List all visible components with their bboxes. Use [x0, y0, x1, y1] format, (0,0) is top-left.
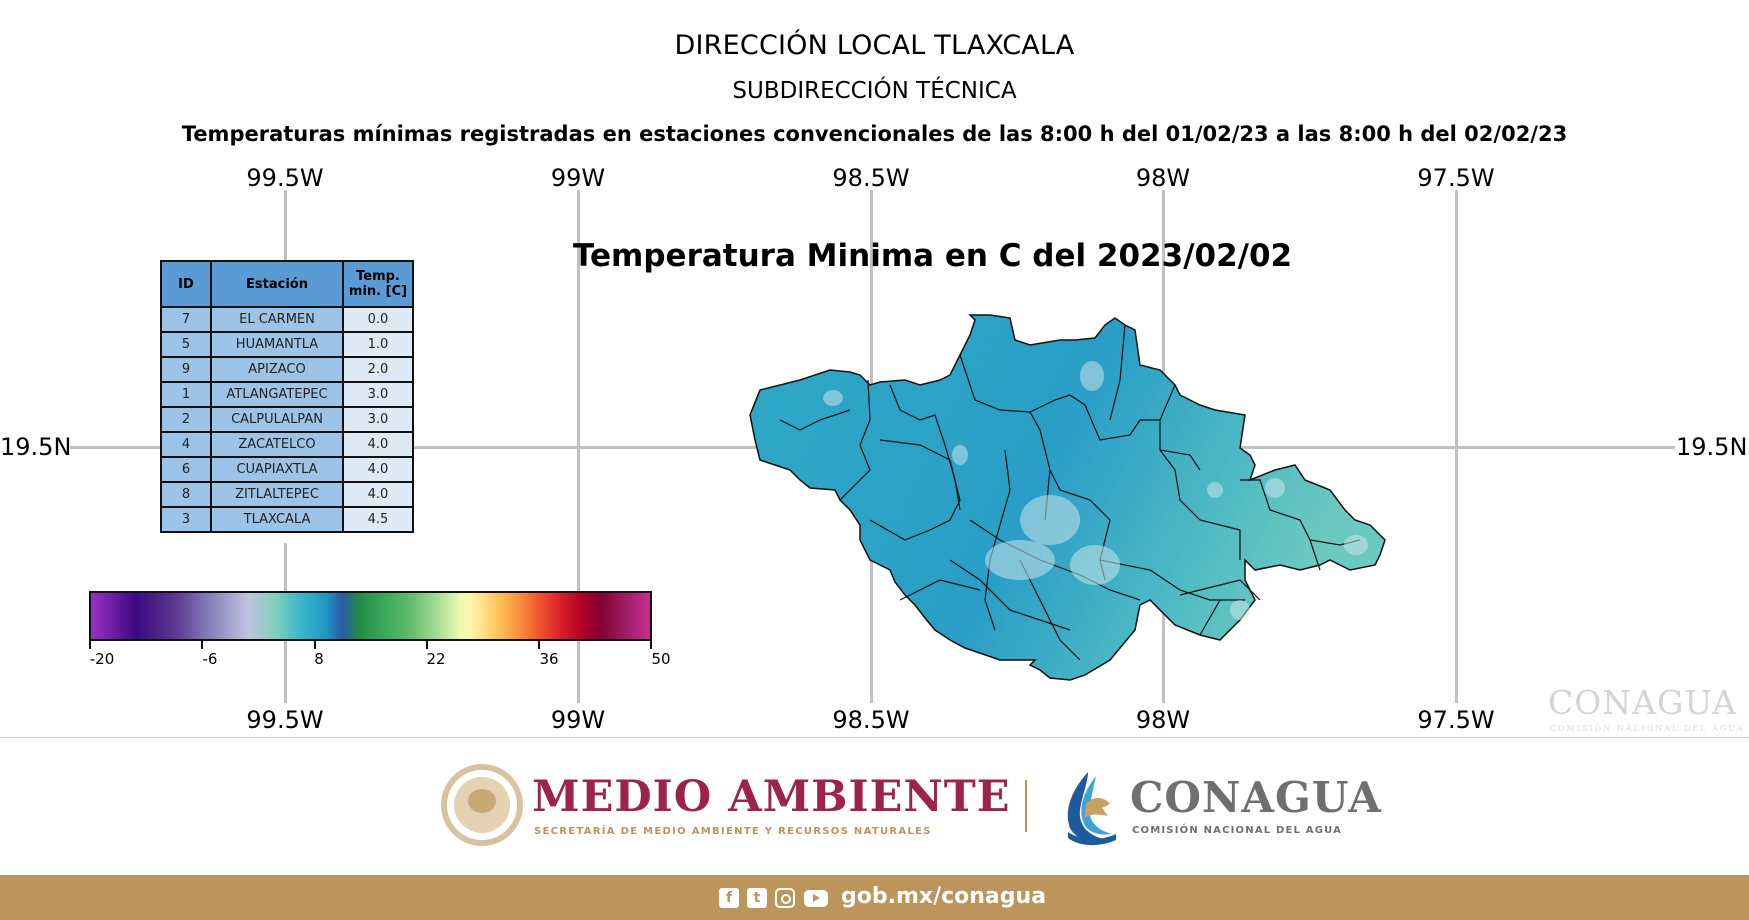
page-subtitle: SUBDIRECCIÓN TÉCNICA	[732, 78, 1017, 104]
mexico-emblem-icon	[441, 764, 523, 846]
temperature-colorbar	[89, 591, 652, 641]
header-temp: Temp. min. [C]	[342, 260, 414, 308]
table-row: 9 APIZACO 2.0	[160, 356, 414, 383]
cell-station: ATLANGATEPEC	[210, 381, 344, 408]
cell-temp: 0.0	[342, 306, 414, 333]
cell-id: 7	[160, 306, 212, 333]
conagua-watermark-sub: COMISIÓN NACIONAL DEL AGUA	[1550, 724, 1745, 733]
cell-id: 1	[160, 381, 212, 408]
twitter-icon[interactable]: t	[747, 888, 767, 908]
colorbar-label: -20	[89, 650, 115, 668]
stations-table: ID Estación Temp. min. [C] 7 EL CARMEN 0.0 …	[160, 260, 414, 533]
header-temp-line1: Temp.	[356, 269, 400, 284]
cell-id: 5	[160, 331, 212, 358]
cell-id: 3	[160, 506, 212, 533]
gridline-lon-99-5	[284, 190, 287, 270]
table-row: 6 CUAPIAXTLA 4.0	[160, 456, 414, 483]
table-row: 2 CALPULALPAN 3.0	[160, 406, 414, 433]
table-row: 4 ZACATELCO 4.0	[160, 431, 414, 458]
cell-id: 2	[160, 406, 212, 433]
table-row: 5 HUAMANTLA 1.0	[160, 331, 414, 358]
map-title: Temperatura Minima en C del 2023/02/02	[573, 238, 1293, 274]
lon-label-bottom: 97.5W	[1417, 706, 1495, 734]
table-row: 7 EL CARMEN 0.0	[160, 306, 414, 333]
colorbar-label: 36	[539, 650, 559, 668]
logo-divider	[1025, 780, 1027, 832]
gridline-lon-99	[577, 190, 580, 591]
colorbar-label: 8	[314, 650, 324, 668]
colorbar-tick	[426, 641, 428, 649]
table-header-row: ID Estación Temp. min. [C]	[160, 260, 414, 308]
instagram-icon[interactable]	[775, 888, 795, 908]
gridline-lon-99-b	[577, 641, 580, 703]
youtube-icon[interactable]	[804, 890, 828, 907]
lon-label-bottom: 98W	[1135, 706, 1191, 734]
medio-ambiente-subtitle: SECRETARÍA DE MEDIO AMBIENTE Y RECURSOS …	[534, 826, 932, 837]
page-title: DIRECCIÓN LOCAL TLAXCALA	[674, 30, 1075, 61]
lon-label-bottom: 99.5W	[246, 706, 324, 734]
urban-areas	[823, 361, 1368, 620]
lon-label-top: 98.5W	[832, 164, 910, 192]
cell-temp: 1.0	[342, 331, 414, 358]
colorbar-label: 22	[426, 650, 446, 668]
cell-temp: 2.0	[342, 356, 414, 383]
cell-station: EL CARMEN	[210, 306, 344, 333]
municipality-borders	[779, 324, 1361, 661]
colorbar-tick	[538, 641, 540, 649]
cell-id: 9	[160, 356, 212, 383]
cell-station: APIZACO	[210, 356, 344, 383]
header-temp-line2: min. [C]	[348, 284, 408, 299]
footer-bar: f t gob.mx/conagua	[0, 875, 1749, 920]
cell-temp: 4.0	[342, 431, 414, 458]
cell-temp: 3.0	[342, 406, 414, 433]
facebook-icon[interactable]: f	[719, 888, 739, 908]
cell-temp: 3.0	[342, 381, 414, 408]
colorbar-tick	[650, 641, 652, 649]
cell-id: 8	[160, 481, 212, 508]
table-row: 1 ATLANGATEPEC 3.0	[160, 381, 414, 408]
gridline-lon-99-5-c	[284, 641, 287, 703]
header-station: Estación	[210, 260, 344, 308]
colorbar-tick	[201, 641, 203, 649]
table-row: 8 ZITLALTEPEC 4.0	[160, 481, 414, 508]
colorbar-tick	[314, 641, 316, 649]
lon-label-bottom: 98.5W	[832, 706, 910, 734]
cell-station: TLAXCALA	[210, 506, 344, 533]
lon-label-top: 98W	[1135, 164, 1191, 192]
cell-station: CUAPIAXTLA	[210, 456, 344, 483]
lon-label-bottom: 99W	[550, 706, 606, 734]
header-id: ID	[160, 260, 212, 308]
page-description: Temperaturas mínimas registradas en esta…	[181, 122, 1568, 146]
lat-label-left: 19.5N	[0, 433, 72, 461]
gridline-lon-99-5-b	[284, 543, 287, 591]
cell-temp: 4.5	[342, 506, 414, 533]
conagua-logo-subtitle: COMISIÓN NACIONAL DEL AGUA	[1132, 825, 1343, 836]
cell-station: ZACATELCO	[210, 431, 344, 458]
conagua-logo-icon	[1067, 772, 1116, 846]
lon-label-top: 99W	[550, 164, 606, 192]
medio-ambiente-logo: MEDIO AMBIENTE	[532, 772, 1011, 822]
cell-id: 4	[160, 431, 212, 458]
map-bottom-border	[0, 737, 1749, 738]
cell-station: ZITLALTEPEC	[210, 481, 344, 508]
lon-label-top: 99.5W	[246, 164, 324, 192]
lon-label-top: 97.5W	[1417, 164, 1495, 192]
cell-station: HUAMANTLA	[210, 331, 344, 358]
conagua-logo: CONAGUA	[1130, 773, 1382, 822]
colorbar-tick	[89, 641, 91, 649]
cell-temp: 4.0	[342, 481, 414, 508]
state-outline	[749, 314, 1386, 681]
cell-station: CALPULALPAN	[210, 406, 344, 433]
cell-temp: 4.0	[342, 456, 414, 483]
colorbar-label: -6	[202, 650, 218, 668]
footer-url-link[interactable]: gob.mx/conagua	[841, 884, 1047, 909]
lat-label-right: 19.5N	[1676, 433, 1748, 461]
table-row: 3 TLAXCALA 4.5	[160, 506, 414, 533]
conagua-watermark: CONAGUA	[1548, 683, 1737, 722]
colorbar-label: 50	[651, 650, 671, 668]
cell-id: 6	[160, 456, 212, 483]
